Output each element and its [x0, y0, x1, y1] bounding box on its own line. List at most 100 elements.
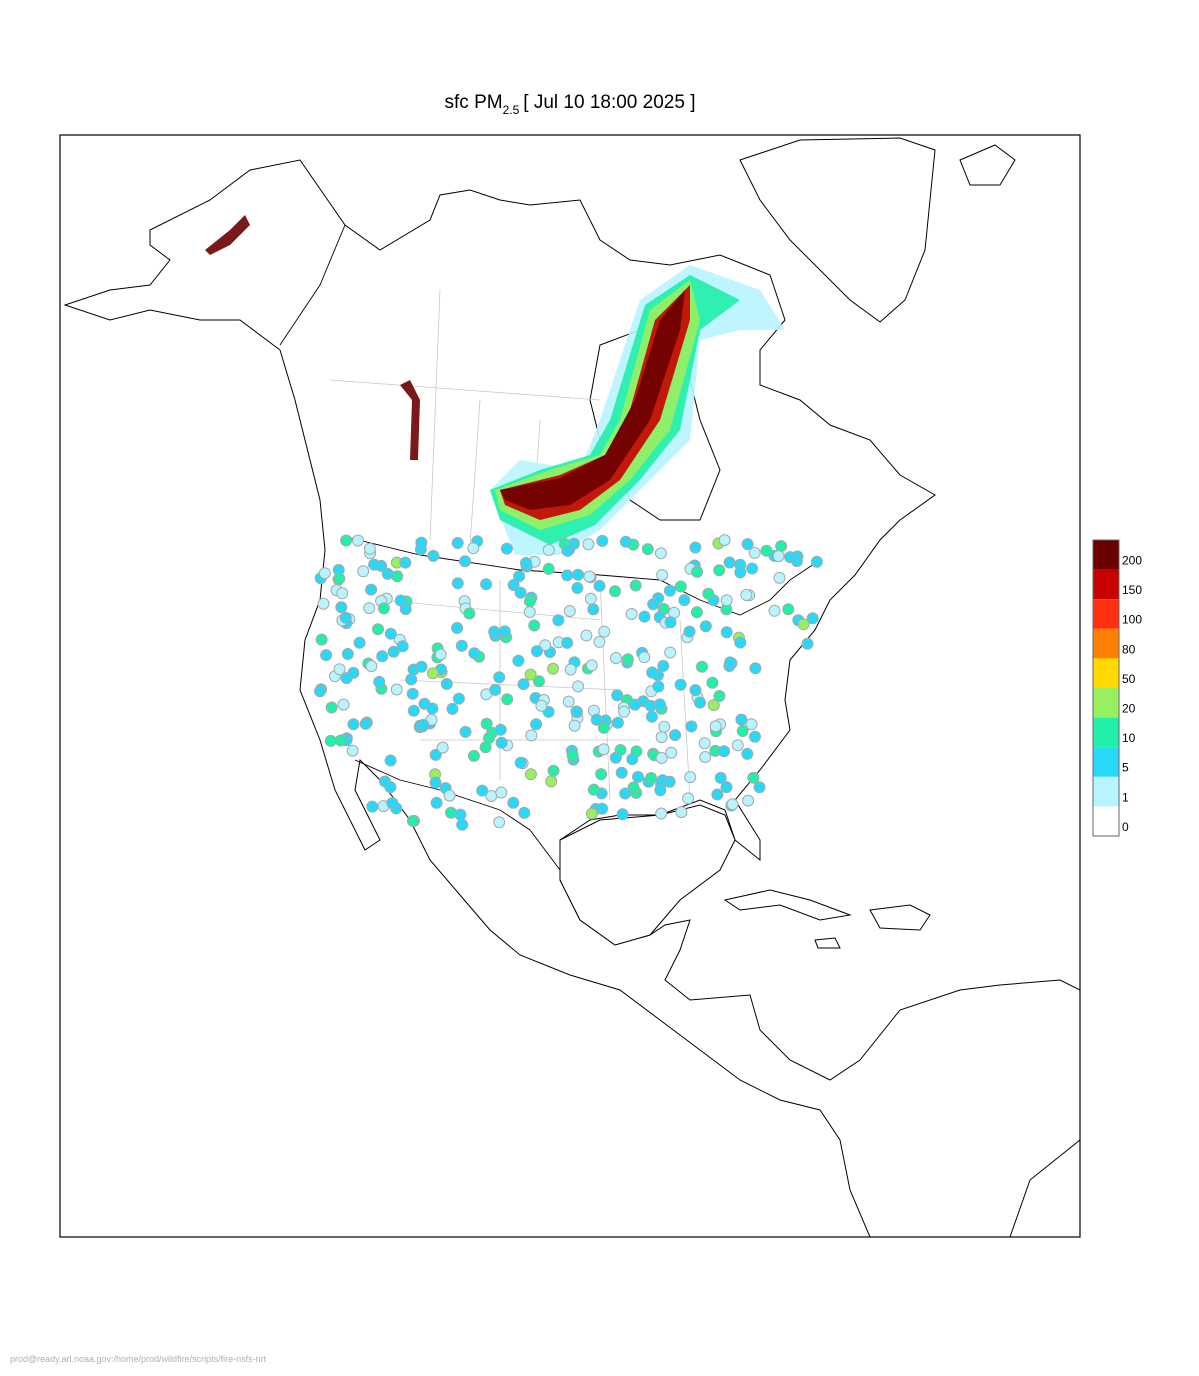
station-dot [337, 698, 350, 711]
station-dot [714, 771, 727, 784]
colorbar-swatch [1093, 747, 1119, 777]
title-suffix: [ Jul 10 18:00 2025 ] [523, 92, 695, 113]
station-dot [459, 725, 472, 738]
station-dot [467, 749, 480, 762]
station-dot [598, 625, 611, 638]
station-dot [571, 582, 584, 594]
station-dot [684, 771, 697, 784]
station-dot [663, 775, 676, 788]
station-dot [365, 660, 378, 673]
station-dot [696, 660, 708, 673]
station-dot [749, 730, 761, 743]
station-dot [346, 744, 359, 757]
station-dot [530, 718, 543, 731]
station-dot [711, 788, 724, 801]
station-dot [723, 556, 736, 569]
station-dot [760, 544, 773, 557]
station-dot [451, 537, 464, 549]
station-dot [493, 671, 506, 684]
station-dot [664, 646, 677, 659]
station-dot [373, 675, 386, 688]
station-dot [489, 683, 502, 696]
station-dot [415, 536, 428, 549]
station-dot [429, 776, 442, 789]
station-dot [568, 719, 581, 732]
station-dot [801, 637, 814, 650]
station-dot [562, 695, 575, 708]
colorbar-label: 100 [1122, 613, 1142, 627]
station-dot [706, 676, 719, 689]
station-dot [742, 794, 755, 807]
colorbar-swatch [1093, 599, 1119, 629]
station-dot [734, 636, 747, 649]
station-dot [352, 534, 364, 547]
station-dot [366, 800, 379, 813]
station-dot [476, 784, 489, 797]
station-dot [390, 683, 403, 696]
station-dot [641, 543, 654, 556]
colorbar-swatch [1093, 776, 1119, 807]
station-dot [611, 689, 624, 702]
station-dot [748, 546, 761, 559]
station-dot [718, 534, 731, 547]
station-dot [451, 577, 464, 590]
station-dot [654, 784, 667, 797]
monitor-stations [314, 534, 823, 831]
station-dot [753, 781, 766, 794]
station-dot [525, 729, 538, 742]
station-dot [340, 534, 353, 547]
station-dot [749, 662, 762, 675]
station-dot [652, 680, 665, 693]
station-dot [585, 659, 598, 672]
station-dot [561, 569, 574, 582]
station-dot [652, 592, 665, 605]
station-dot [524, 668, 537, 681]
station-dot [741, 538, 754, 551]
station-dot [585, 807, 598, 820]
station-dot [528, 619, 541, 632]
station-dot [443, 789, 456, 802]
station-dot [339, 611, 352, 624]
station-dot [507, 579, 520, 591]
colorbar-swatch [1093, 569, 1119, 600]
station-dot [746, 562, 759, 575]
station-dot [735, 713, 748, 726]
station-dot [454, 808, 467, 821]
station-dot [699, 620, 712, 633]
station-dot [495, 736, 508, 749]
jamaica [814, 937, 841, 949]
station-dot [629, 579, 642, 592]
station-dot [318, 567, 331, 580]
station-dot [376, 650, 389, 663]
station-dot [656, 569, 669, 581]
station-dot [713, 564, 726, 577]
station-dot [726, 798, 739, 811]
station-dot [524, 768, 537, 781]
station-dot [320, 649, 333, 662]
station-dot [655, 731, 668, 744]
station-dot [399, 603, 412, 616]
station-dot [396, 640, 409, 653]
colorbar-outline [1092, 539, 1120, 837]
station-dot [645, 772, 658, 784]
colorbar-label: 200 [1122, 553, 1142, 567]
station-dot [542, 544, 555, 556]
station-dot [731, 739, 744, 752]
station-dot [488, 625, 501, 638]
station-dot [440, 678, 453, 690]
station-dot [720, 594, 733, 607]
station-dot [621, 653, 634, 666]
station-dot [456, 818, 469, 831]
colorbar-label: 0 [1122, 820, 1129, 834]
station-dot [724, 656, 737, 669]
smoke-plume [205, 215, 250, 255]
station-dot [387, 645, 400, 658]
station-dot [593, 635, 606, 648]
station-dot [580, 629, 593, 642]
station-dot [674, 678, 687, 691]
station-dot [535, 699, 548, 712]
station-dot [590, 713, 603, 726]
station-dot [587, 603, 600, 616]
smoke-plume [400, 380, 420, 460]
